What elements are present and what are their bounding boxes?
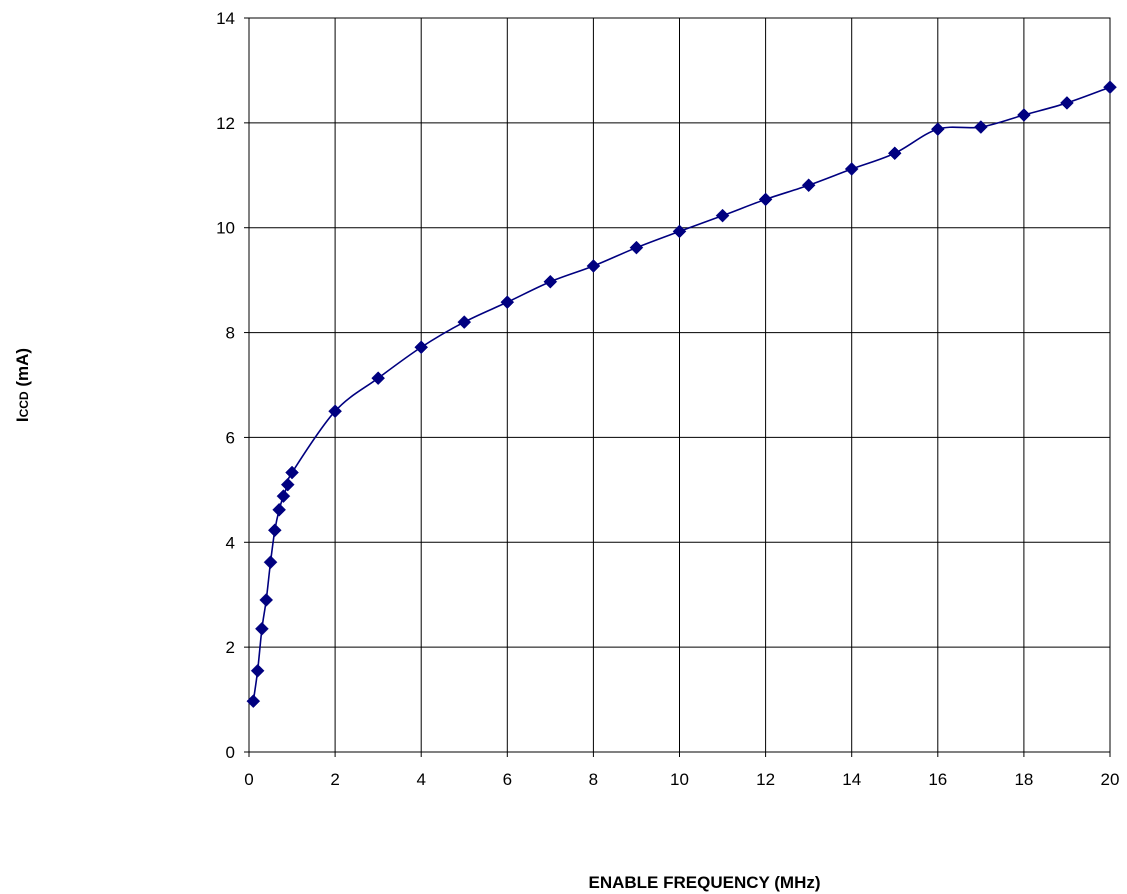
data-point-marker xyxy=(801,178,816,193)
data-point-marker xyxy=(629,240,644,255)
y-axis-title-main: I xyxy=(13,417,32,422)
data-point-marker xyxy=(280,477,295,492)
series-line xyxy=(252,86,1111,702)
data-point-marker xyxy=(1060,96,1074,110)
data-point-marker xyxy=(276,489,291,504)
x-tick-label: 20 xyxy=(1101,770,1120,789)
y-axis-ticks: 0 2 4 6 8 10 12 14 xyxy=(216,9,249,762)
data-point-marker xyxy=(758,192,773,207)
data-point-marker xyxy=(414,340,429,355)
x-tick-label: 10 xyxy=(670,770,689,789)
data-point-marker xyxy=(285,465,299,480)
data-point-marker xyxy=(259,593,274,607)
data-point-marker xyxy=(973,120,988,134)
x-tick-label: 12 xyxy=(756,770,775,789)
x-tick-label: 14 xyxy=(842,770,861,789)
y-tick-label: 6 xyxy=(226,428,235,447)
x-tick-label: 16 xyxy=(928,770,947,789)
data-point-marker xyxy=(371,371,386,386)
y-axis-title-unit: (mA) xyxy=(13,348,32,391)
y-tick-label: 0 xyxy=(226,743,235,762)
series-layer xyxy=(246,80,1117,708)
y-tick-label: 2 xyxy=(226,638,235,657)
x-tick-label: 2 xyxy=(330,770,339,789)
data-point-marker xyxy=(930,122,945,137)
data-point-marker xyxy=(1017,108,1031,122)
x-tick-label: 4 xyxy=(416,770,425,789)
data-point-marker xyxy=(1103,80,1117,95)
x-tick-label: 0 xyxy=(244,770,253,789)
data-point-marker xyxy=(267,523,282,538)
x-tick-label: 8 xyxy=(589,770,598,789)
data-point-marker xyxy=(246,694,261,708)
x-axis-title: ENABLE FREQUENCY (MHz) xyxy=(588,873,820,892)
data-point-marker xyxy=(887,146,902,161)
data-point-marker xyxy=(715,208,730,223)
y-tick-label: 4 xyxy=(226,533,235,552)
y-tick-label: 14 xyxy=(216,9,235,28)
y-tick-label: 8 xyxy=(226,324,235,343)
y-axis-title-subscript: CCD xyxy=(17,391,31,417)
data-point-marker xyxy=(586,259,601,273)
data-point-marker xyxy=(543,274,558,289)
x-tick-label: 6 xyxy=(503,770,512,789)
x-axis-ticks: 0 2 4 6 8 10 12 14 16 18 20 xyxy=(244,752,1119,789)
data-point-marker xyxy=(844,162,859,176)
data-point-marker xyxy=(500,295,515,310)
data-point-marker xyxy=(263,555,278,570)
data-point-marker xyxy=(255,621,269,636)
y-tick-label: 10 xyxy=(216,219,235,238)
data-point-marker xyxy=(250,663,265,678)
data-point-marker xyxy=(272,502,286,517)
data-point-marker xyxy=(672,224,687,239)
x-tick-label: 18 xyxy=(1014,770,1033,789)
data-point-marker xyxy=(328,404,342,419)
data-point-marker xyxy=(457,315,472,329)
y-tick-label: 12 xyxy=(216,114,235,133)
y-axis-title: ICCD (mA) xyxy=(13,348,32,422)
